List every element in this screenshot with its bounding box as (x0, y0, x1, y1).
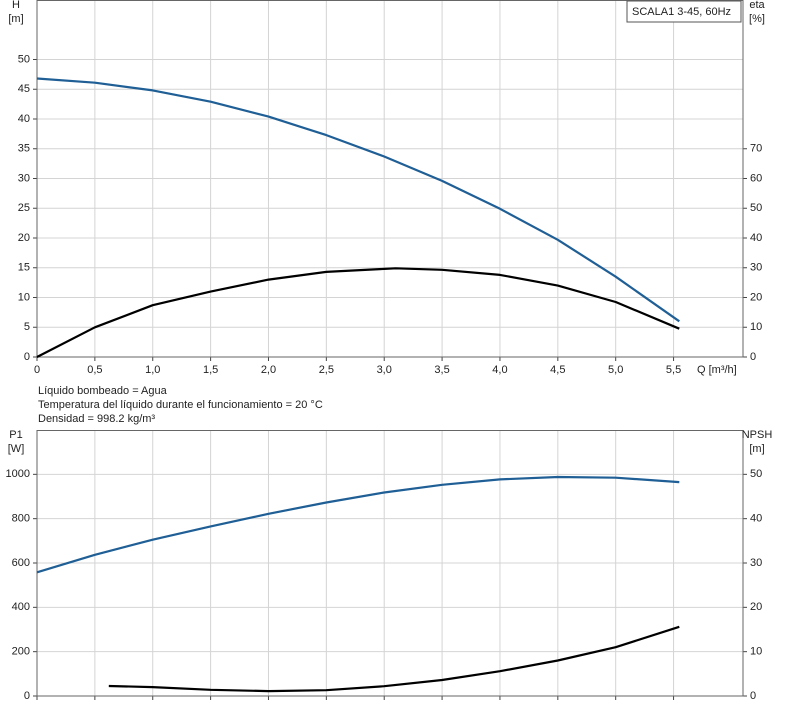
x-tick-label: 0 (34, 364, 40, 376)
y2-tick-label: 40 (750, 513, 762, 525)
x-tick-label: 4,5 (550, 364, 565, 376)
plot-frame (36, 0, 744, 358)
y-tick-label: 800 (12, 513, 30, 525)
y2-tick-label: 0 (750, 351, 756, 363)
y-tick-label: 15 (18, 262, 30, 274)
annotation: Líquido bombeado = Agua (38, 385, 168, 397)
y-axis-label: [W] (8, 443, 25, 455)
y2-tick-label: 30 (750, 262, 762, 274)
y-tick-label: 0 (24, 690, 30, 702)
y-axis-label: [m] (8, 13, 23, 25)
y2-axis-label: NPSH (742, 429, 773, 441)
y-tick-label: 35 (18, 143, 30, 155)
y-axis-label: H (12, 0, 20, 11)
y-tick-label: 200 (12, 646, 30, 658)
x-tick-label: 2,0 (261, 364, 276, 376)
y2-tick-label: 30 (750, 557, 762, 569)
x-tick-label: 1,5 (203, 364, 218, 376)
annotation: Densidad = 998.2 kg/m³ (38, 413, 155, 425)
y-tick-label: 25 (18, 202, 30, 214)
y-tick-label: 30 (18, 172, 30, 184)
y-tick-label: 600 (12, 557, 30, 569)
y2-axis-label: eta (749, 0, 765, 11)
curve (36, 77, 680, 323)
y-tick-label: 5 (24, 321, 30, 333)
x-tick-label: 0,5 (87, 364, 102, 376)
legend-text: SCALA1 3-45, 60Hz (632, 6, 731, 18)
legend-box (626, 0, 742, 23)
y2-tick-label: 20 (750, 601, 762, 613)
x-tick-label: 5,0 (608, 364, 623, 376)
x-tick-label: 2,5 (319, 364, 334, 376)
y-axis-label: P1 (9, 429, 22, 441)
y2-tick-label: 50 (750, 202, 762, 214)
y-tick-label: 50 (18, 53, 30, 65)
x-axis-label: Q [m³/h] (697, 364, 737, 376)
y2-tick-label: 50 (750, 468, 762, 480)
y2-tick-label: 0 (750, 690, 756, 702)
x-tick-label: 3,5 (434, 364, 449, 376)
x-tick-label: 5,5 (666, 364, 681, 376)
x-tick-label: 1,0 (145, 364, 160, 376)
y2-axis-label: [m] (749, 443, 764, 455)
y2-tick-label: 60 (750, 172, 762, 184)
x-tick-label: 3,0 (377, 364, 392, 376)
curve (36, 267, 680, 358)
y2-axis-label: [%] (749, 13, 765, 25)
curve (108, 625, 680, 693)
y-tick-label: 45 (18, 83, 30, 95)
y-tick-label: 1000 (6, 468, 30, 480)
plot-frame (36, 430, 744, 697)
y-tick-label: 20 (18, 232, 30, 244)
y2-tick-label: 70 (750, 143, 762, 155)
curve (36, 475, 680, 574)
annotation: Temperatura del líquido durante el funci… (38, 399, 323, 411)
y-tick-label: 400 (12, 601, 30, 613)
x-tick-label: 4,0 (492, 364, 507, 376)
y2-tick-label: 10 (750, 646, 762, 658)
y-tick-label: 40 (18, 113, 30, 125)
y2-tick-label: 20 (750, 291, 762, 303)
y-tick-label: 10 (18, 291, 30, 303)
y-tick-label: 0 (24, 351, 30, 363)
y2-tick-label: 10 (750, 321, 762, 333)
y2-tick-label: 40 (750, 232, 762, 244)
